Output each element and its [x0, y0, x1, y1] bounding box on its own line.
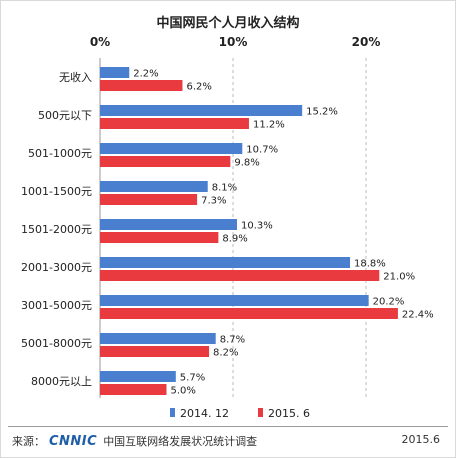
footer-source: 来源： CNNIC 中国互联网络发展状况统计调查 [12, 433, 257, 449]
bar-series-2014-12 [100, 181, 208, 192]
x-tick-label: 20% [352, 35, 381, 49]
category-label: 8000元以上 [31, 375, 92, 388]
category-label: 1501-2000元 [21, 223, 92, 236]
data-label: 5.0% [171, 386, 196, 397]
chart-title: 中国网民个人月收入结构 [156, 16, 300, 31]
category-label: 5001-8000元 [21, 337, 92, 350]
data-label: 8.2% [213, 348, 238, 359]
bar-series-2014-12 [100, 105, 303, 116]
bar-series-2014-12 [100, 333, 216, 344]
data-label: 15.2% [306, 107, 338, 118]
legend-label: 2014. 12 [180, 407, 229, 420]
bar-series-2015-6 [100, 118, 249, 129]
data-label: 9.8% [234, 158, 259, 169]
bar-series-2015-6 [100, 346, 210, 357]
x-tick-label: 10% [219, 35, 248, 49]
legend-swatch [170, 408, 175, 417]
bar-series-2015-6 [100, 232, 219, 243]
legend-label: 2015. 6 [268, 407, 310, 420]
data-label: 8.1% [212, 183, 237, 194]
footer-divider [8, 426, 448, 427]
cnnic-logo: CNNIC [49, 433, 98, 449]
data-label: 8.9% [222, 234, 247, 245]
bar-series-2015-6 [100, 308, 398, 319]
data-label: 10.7% [246, 145, 278, 156]
bar-series-2015-6 [100, 156, 231, 167]
source-label: 来源： [12, 435, 45, 448]
bar-series-2014-12 [100, 67, 130, 78]
data-label: 21.0% [383, 272, 415, 283]
footer-date: 2015.6 [401, 433, 441, 446]
x-tick-label: 0% [90, 35, 110, 49]
source-org: 中国互联网络发展状况统计调查 [103, 435, 258, 448]
data-label: 18.8% [354, 259, 386, 270]
bar-series-2014-12 [100, 295, 369, 306]
data-label: 22.4% [402, 310, 434, 321]
data-label: 11.2% [253, 120, 285, 131]
category-label: 无收入 [59, 70, 92, 84]
bar-series-2015-6 [100, 384, 167, 395]
data-label: 5.7% [180, 373, 205, 384]
bar-series-2015-6 [100, 80, 183, 91]
data-label: 6.2% [186, 82, 211, 93]
data-label: 10.3% [241, 221, 273, 232]
legend-swatch [258, 408, 263, 417]
data-label: 20.2% [373, 297, 405, 308]
bar-series-2014-12 [100, 257, 351, 268]
bar-chart: 0% 10% 20% 无收入 2.2% 6.2% 500元以下 15.2% 11.2% 501-1… [21, 35, 434, 420]
bar-series-2014-12 [100, 371, 176, 382]
category-label: 501-1000元 [28, 147, 92, 160]
bar-series-2015-6 [100, 194, 198, 205]
data-label: 7.3% [201, 196, 226, 207]
data-label: 2.2% [133, 69, 158, 80]
category-label: 2001-3000元 [21, 261, 92, 274]
data-label: 8.7% [220, 335, 245, 346]
bar-series-2014-12 [100, 219, 237, 230]
category-label: 500元以下 [38, 109, 92, 122]
category-label: 1001-1500元 [21, 185, 92, 198]
bar-series-2015-6 [100, 270, 380, 281]
bar-series-2014-12 [100, 143, 243, 154]
category-label: 3001-5000元 [21, 299, 92, 312]
